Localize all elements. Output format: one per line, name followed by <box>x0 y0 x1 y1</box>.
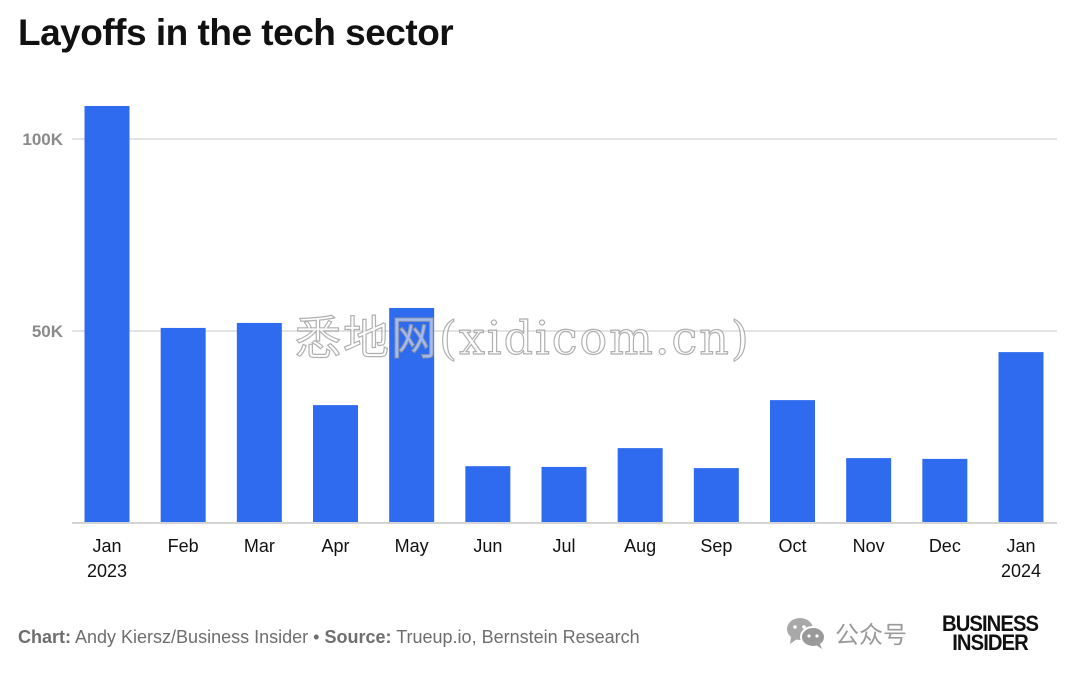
x-tick-label: Oct <box>778 536 806 556</box>
x-tick-label: Jan <box>92 536 121 556</box>
bar-nov <box>846 458 892 523</box>
watermark-text: 悉地网(xidicom.cn) <box>294 310 751 365</box>
y-axis-ticks: 50K 100K <box>22 130 63 341</box>
bar-jun <box>465 466 511 523</box>
x-tick-label: May <box>395 536 429 556</box>
bar-jan-2023 <box>84 105 130 523</box>
source-text: Trueup.io, Bernstein Research <box>396 627 640 647</box>
wechat-icon <box>787 617 826 649</box>
bar-jan-2024 <box>998 352 1044 523</box>
bars <box>84 105 1044 523</box>
x-axis-ticks: Jan 2023 Feb Mar Apr May Jun Jul Aug Sep Oct Nov Dec… <box>87 536 1041 581</box>
bar-aug <box>617 448 663 523</box>
y-tick-label: 50K <box>32 322 64 341</box>
bar-oct <box>770 400 815 523</box>
chart-credit: Andy Kiersz/Business Insider <box>75 627 309 647</box>
x-tick-label: Feb <box>168 536 199 556</box>
bar-apr <box>313 405 358 523</box>
x-tick-label: Apr <box>321 536 349 556</box>
x-tick-label: Mar <box>244 536 275 556</box>
chart-footer: Chart: Andy Kiersz/Business Insider • So… <box>18 627 640 648</box>
bar-mar <box>236 322 282 523</box>
logo-line-2: INSIDER <box>952 630 1029 655</box>
gridlines <box>72 138 1057 332</box>
chart-credit-label: Chart: <box>18 627 71 647</box>
logo-line-1: BUSINESS <box>942 611 1039 636</box>
bar-sep <box>693 468 739 523</box>
x-tick-label: Nov <box>853 536 885 556</box>
x-tick-label: Sep <box>700 536 732 556</box>
x-tick-label: Aug <box>624 536 656 556</box>
x-tick-label: 2023 <box>87 561 127 581</box>
y-tick-label: 100K <box>22 130 63 149</box>
business-insider-logo: BUSINESS INSIDER <box>942 611 1039 655</box>
bar-may <box>389 307 435 523</box>
wechat-watermark: 公众号 <box>785 615 907 650</box>
bar-jul <box>541 466 587 523</box>
x-tick-label: 2024 <box>1001 561 1041 581</box>
chart-title: Layoffs in the tech sector <box>18 12 454 53</box>
bar-chart: 50K 100K Jan 2023 Feb Mar Apr May Jun Jul Aug Sep O… <box>22 105 1057 581</box>
x-tick-label: Dec <box>929 536 961 556</box>
wechat-label: 公众号 <box>835 621 907 649</box>
bar-dec <box>922 458 968 523</box>
x-tick-label: Jan <box>1006 536 1035 556</box>
footer-separator: • <box>313 627 320 647</box>
source-label: Source: <box>324 627 392 647</box>
bar-feb <box>160 327 206 523</box>
x-tick-label: Jun <box>473 536 502 556</box>
x-tick-label: Jul <box>552 536 575 556</box>
